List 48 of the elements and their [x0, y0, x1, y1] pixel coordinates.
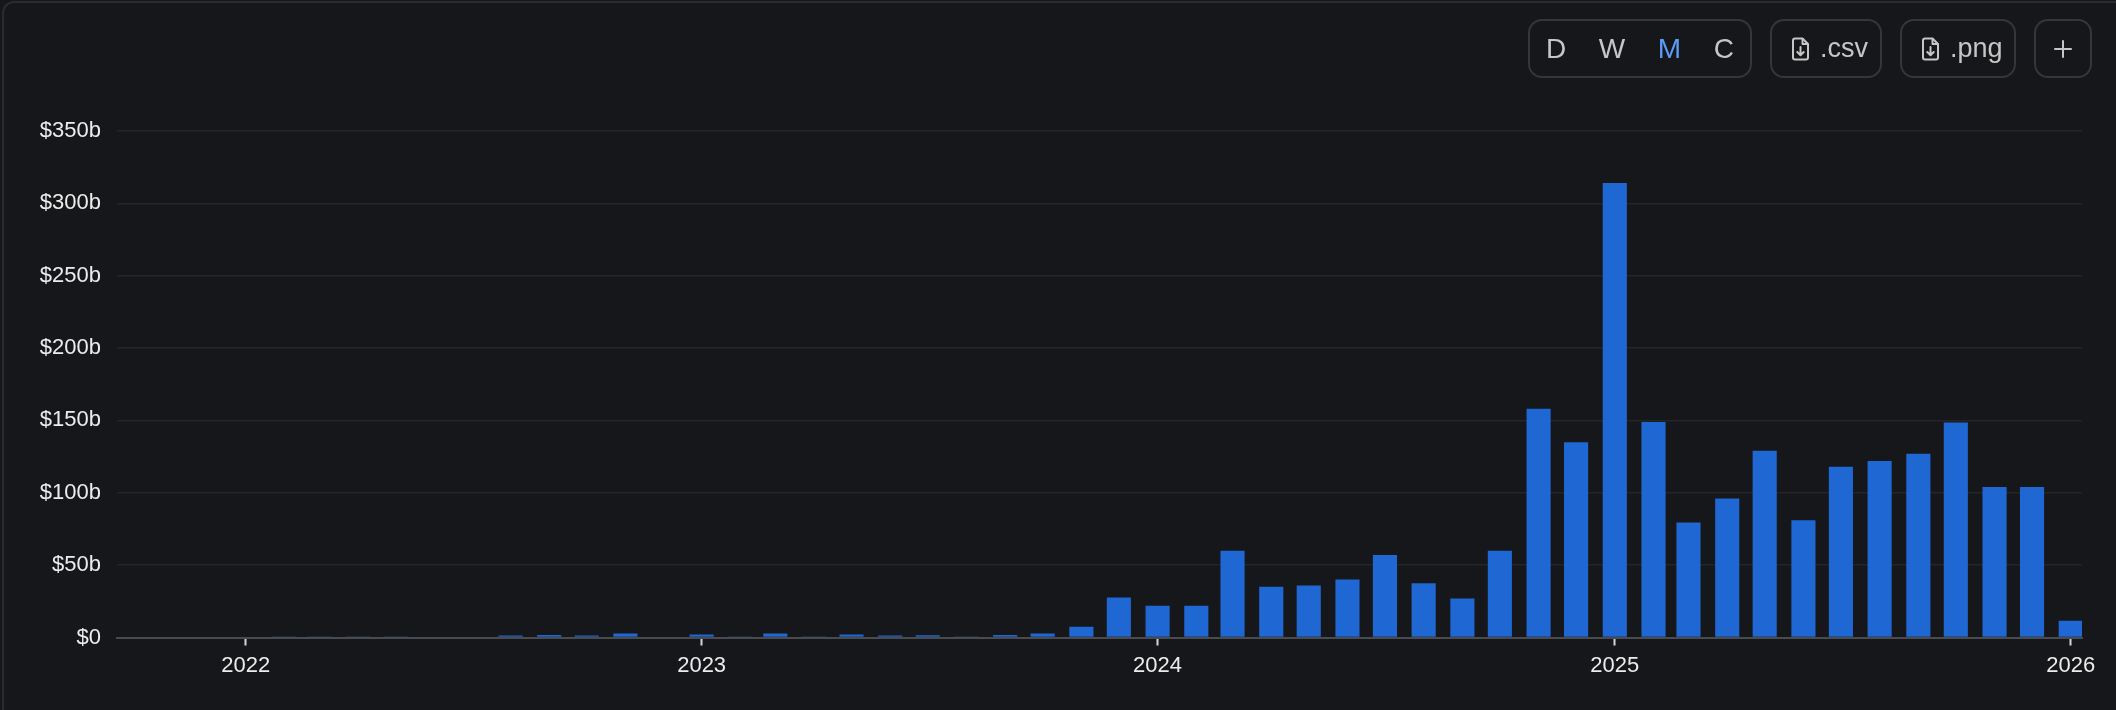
y-tick-label: $300b: [39, 189, 101, 215]
bar: [1450, 598, 1475, 637]
bar: [1906, 453, 1931, 637]
bar: [1867, 460, 1892, 637]
bar: [689, 634, 714, 637]
download-button: .csv: [1770, 19, 1882, 78]
y-tick-label: $100b: [39, 478, 101, 504]
bar: [763, 633, 788, 637]
x-tick-label: 2025: [1590, 651, 1640, 677]
bar: [1752, 450, 1777, 637]
bar: [1184, 605, 1209, 637]
bar: [1715, 498, 1740, 637]
y-tick-label: $50b: [52, 551, 101, 577]
bar: [1220, 550, 1245, 637]
x-tick-label: 2026: [2046, 651, 2096, 677]
bar: [1526, 408, 1551, 637]
bar: [1791, 520, 1816, 637]
bar: [1982, 487, 2007, 637]
bar: [613, 633, 638, 637]
bar: [2019, 487, 2045, 637]
bar: [1602, 183, 1627, 637]
bar: [1145, 605, 1170, 637]
bar: [1372, 555, 1398, 637]
bar: [1069, 626, 1094, 637]
bar: [1259, 586, 1284, 637]
bar: [1943, 422, 1968, 637]
bar: [2058, 620, 2082, 637]
bar: [1106, 597, 1131, 637]
bar: [1296, 585, 1321, 637]
bar: [1030, 633, 1055, 637]
bar: [1411, 583, 1436, 637]
bar: [1487, 550, 1512, 637]
y-tick-label: $250b: [39, 261, 101, 287]
y-tick-label: $200b: [39, 334, 101, 360]
y-tick-label: $150b: [39, 406, 101, 432]
y-tick-label: $350b: [39, 117, 101, 143]
interval-toggle: D W M C: [1528, 19, 1752, 78]
bar: [839, 634, 864, 637]
bar: [1335, 579, 1360, 637]
download-button: .png: [1900, 19, 2016, 78]
y-tick-label: $0: [76, 623, 101, 649]
x-tick-label: 2024: [1133, 651, 1183, 677]
bar: [1564, 442, 1589, 637]
x-tick-label: 2022: [221, 651, 271, 677]
x-tick-label: 2023: [677, 651, 727, 677]
bar: [1828, 466, 1853, 637]
bar: [1641, 421, 1666, 637]
bar: [1676, 522, 1701, 637]
